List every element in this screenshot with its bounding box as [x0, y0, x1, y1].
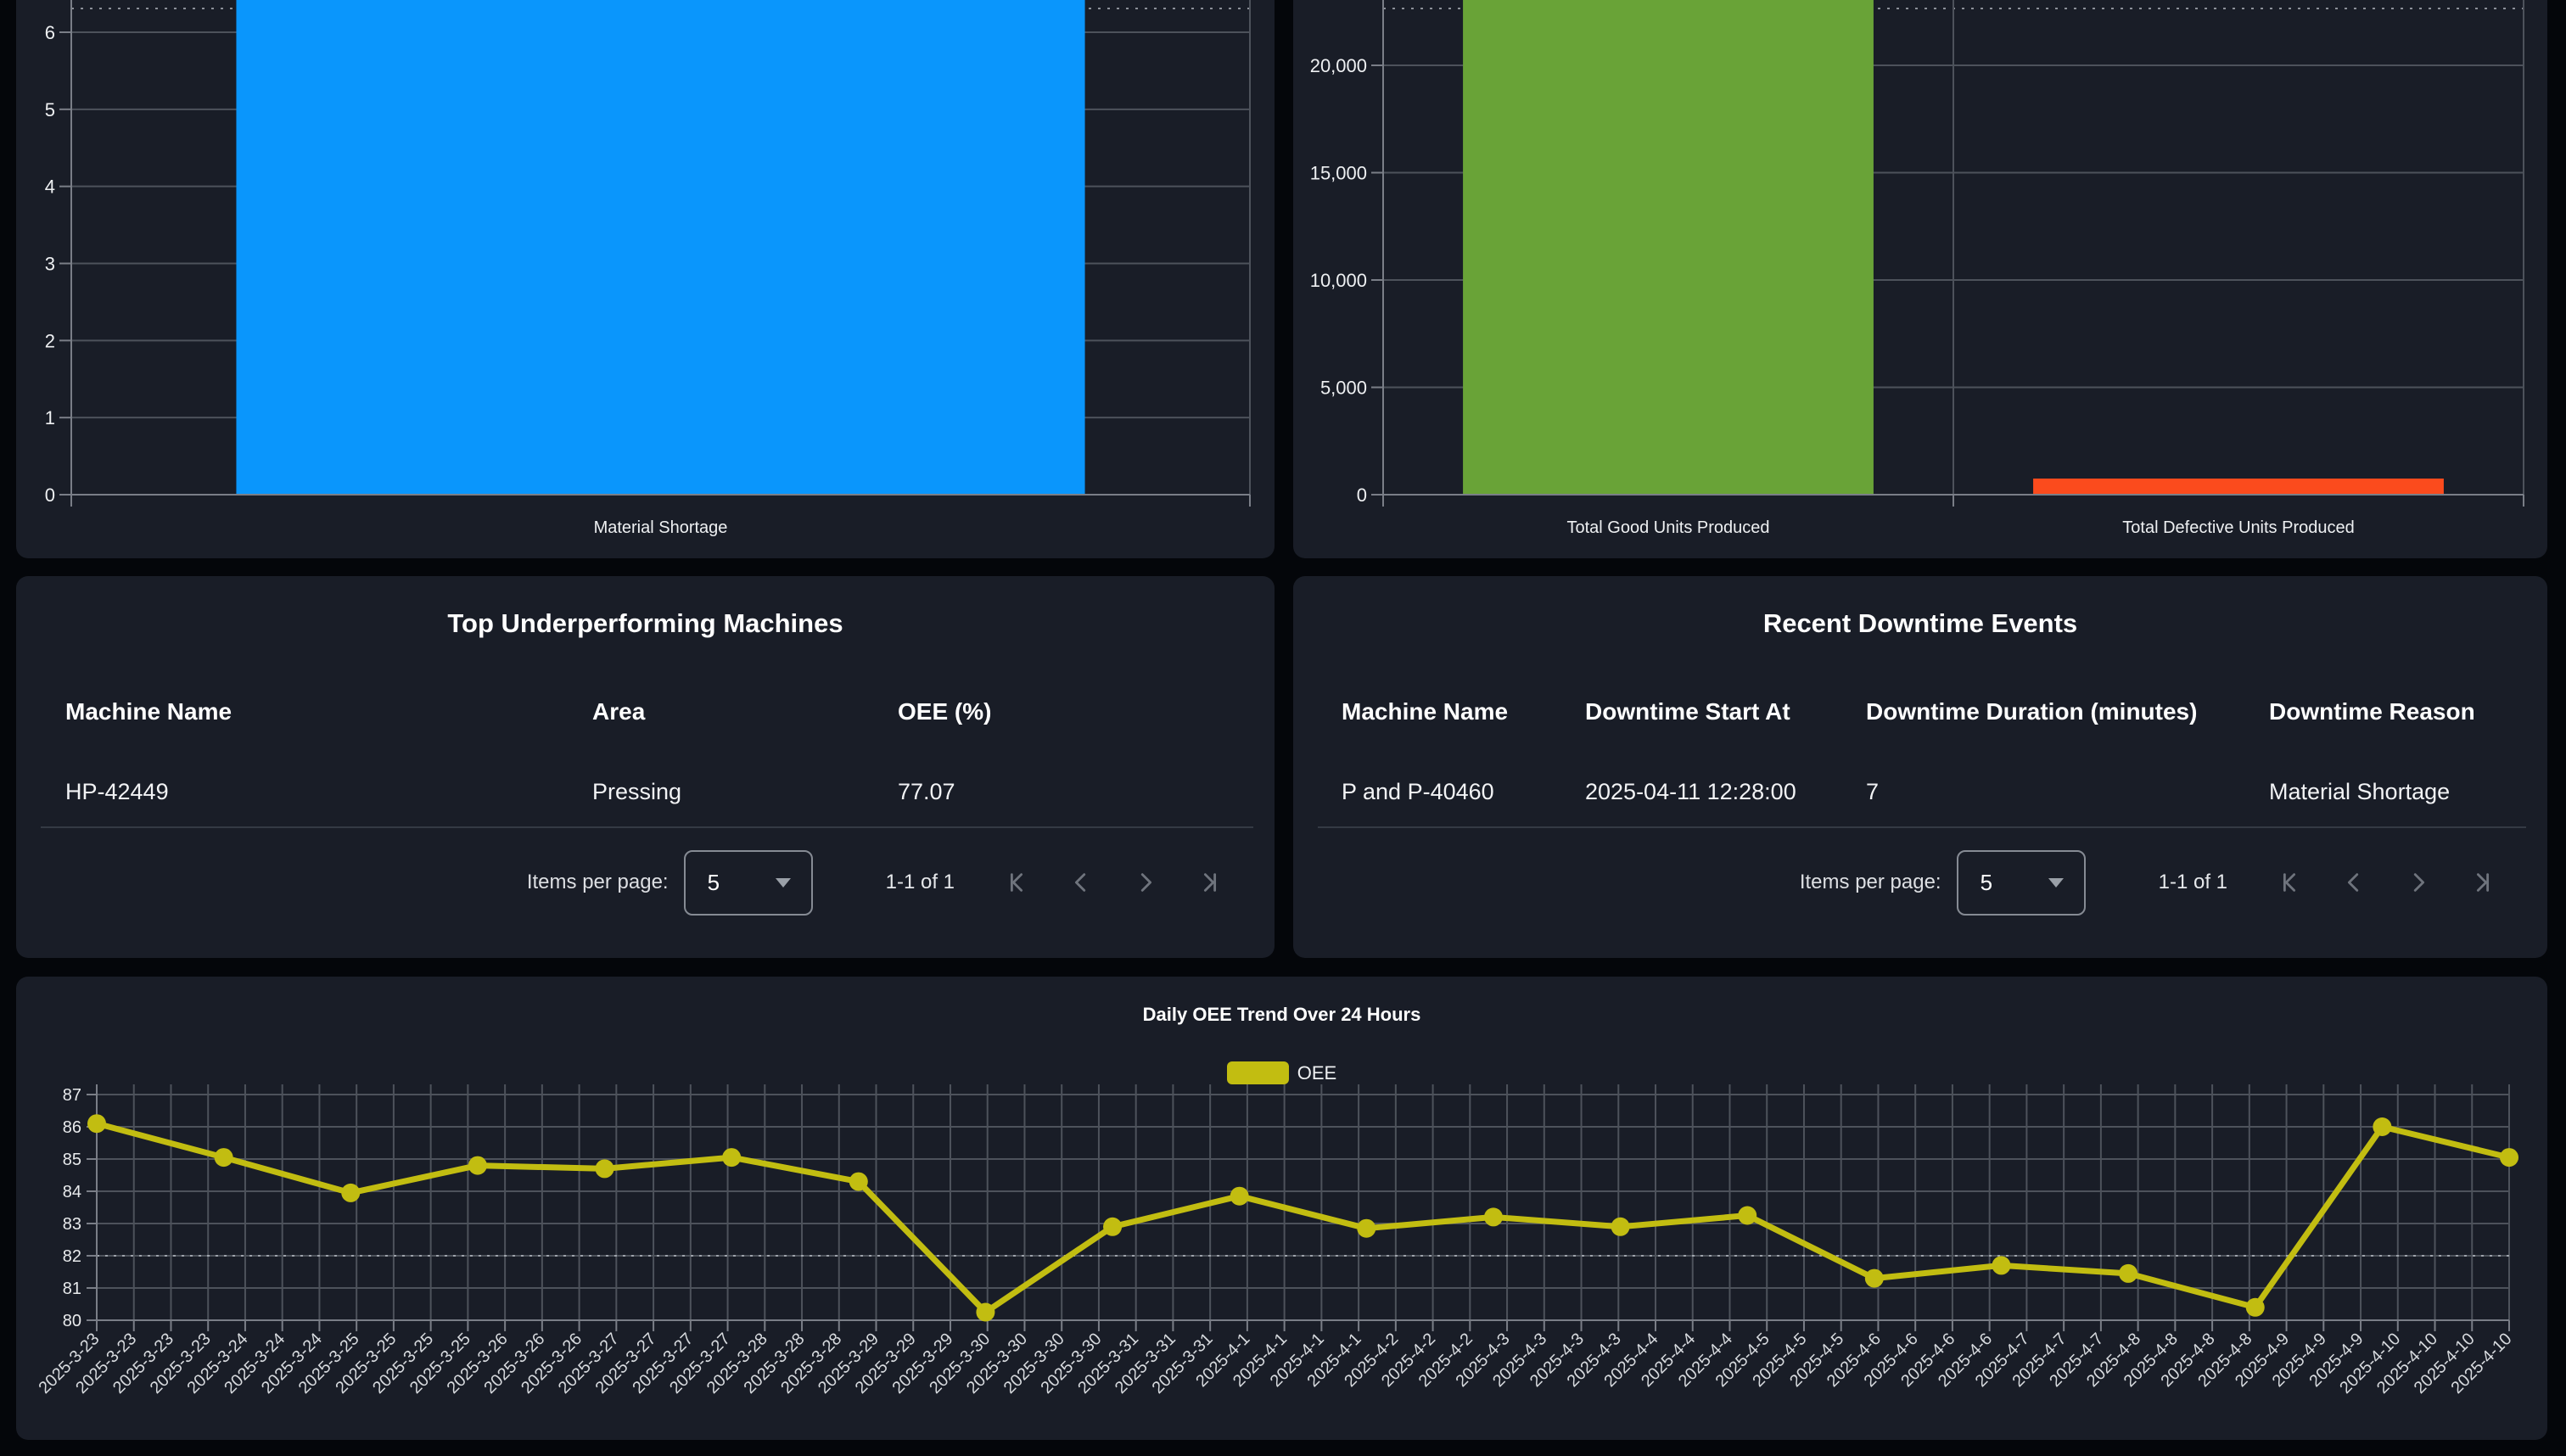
next-page-button[interactable]	[2406, 870, 2431, 895]
oee-trend-panel: Daily OEE Trend Over 24 Hours OEE 2025-3…	[16, 977, 2547, 1440]
svg-text:85: 85	[63, 1151, 81, 1169]
legend-label: OEE	[1297, 1061, 1337, 1084]
cell-downtime-reason: Material Shortage	[2269, 779, 2451, 804]
last-page-icon	[1203, 873, 1217, 892]
production-units-bar-chart: 0 5,000 10,000 15,000 20,000 Total Good Units…	[1310, 0, 2524, 537]
svg-text:87: 87	[63, 1086, 81, 1105]
svg-text:2: 2	[45, 330, 55, 351]
column-header-machine-name: Machine Name	[1342, 698, 1509, 725]
next-page-icon	[2413, 873, 2425, 892]
first-page-icon	[2283, 873, 2296, 892]
svg-text:5: 5	[45, 99, 55, 120]
table-divider	[41, 826, 1253, 828]
items-per-page-label: Items per page:	[526, 871, 669, 893]
svg-text:82: 82	[63, 1247, 81, 1266]
svg-text:Total Good Units Produced: Total Good Units Produced	[1566, 518, 1769, 537]
chevron-down-icon	[2048, 877, 2064, 888]
legend-swatch	[1226, 1061, 1289, 1084]
table-divider	[1318, 826, 2526, 828]
paginator: Items per page: 5 1-1 of 1	[1800, 849, 2496, 916]
first-page-button[interactable]	[2277, 870, 2302, 895]
first-page-icon	[1010, 873, 1023, 892]
svg-text:Total Defective Units Produced: Total Defective Units Produced	[2122, 518, 2354, 537]
svg-text:3: 3	[45, 254, 55, 275]
page-range-label: 1-1 of 1	[885, 871, 955, 893]
column-header-downtime-start: Downtime Start At	[1585, 698, 1790, 725]
underperforming-machines-panel: Top Underperforming Machines Machine Nam…	[16, 576, 1275, 958]
previous-page-icon	[2347, 873, 2359, 892]
column-header-oee: OEE (%)	[898, 698, 992, 725]
svg-text:Material Shortage: Material Shortage	[594, 518, 728, 537]
downtime-events-panel: Recent Downtime Events Machine Name Down…	[1293, 576, 2547, 958]
cell-machine-name: HP-42449	[65, 779, 169, 804]
previous-page-icon	[1074, 873, 1086, 892]
last-page-button[interactable]	[2470, 870, 2496, 895]
next-page-button[interactable]	[1133, 870, 1158, 895]
svg-text:0: 0	[1357, 484, 1367, 506]
downtime-reason-bar-chart: 0 1 2 3 4 5 6 Material Shortage	[45, 0, 1251, 537]
last-page-button[interactable]	[1197, 870, 1223, 895]
svg-text:0: 0	[45, 484, 55, 506]
svg-text:80: 80	[63, 1312, 81, 1330]
paginator: Items per page: 5 1-1 of 1	[527, 849, 1223, 916]
svg-text:1: 1	[45, 407, 55, 428]
oee-trend-legend: OEE	[16, 1061, 2547, 1084]
downtime-reason-chart-panel: 0 1 2 3 4 5 6 Material Shortage	[16, 0, 1275, 558]
column-header-downtime-duration: Downtime Duration (minutes)	[1866, 698, 2198, 725]
svg-text:81: 81	[63, 1280, 81, 1298]
oee-trend-title: Daily OEE Trend Over 24 Hours	[1142, 1004, 1421, 1025]
page-range-label: 1-1 of 1	[2158, 871, 2227, 893]
underperforming-machines-title: Top Underperforming Machines	[447, 608, 843, 638]
svg-text:4: 4	[45, 176, 55, 198]
svg-text:86: 86	[63, 1118, 81, 1137]
svg-text:20,000: 20,000	[1310, 55, 1367, 76]
svg-text:5,000: 5,000	[1320, 378, 1367, 399]
first-page-button[interactable]	[1004, 870, 1029, 895]
oee-trend-line-chart: 2025-3-232025-3-232025-3-232025-3-232025…	[35, 1084, 2518, 1397]
cell-downtime-start: 2025-04-11 12:28:00	[1585, 779, 1796, 804]
svg-text:15,000: 15,000	[1310, 163, 1367, 184]
column-header-downtime-reason: Downtime Reason	[2269, 698, 2475, 725]
page-nav-buttons	[2277, 870, 2496, 895]
column-header-machine-name: Machine Name	[65, 698, 233, 725]
chevron-down-icon	[775, 877, 791, 888]
svg-text:6: 6	[45, 22, 55, 43]
svg-text:10,000: 10,000	[1310, 270, 1367, 291]
items-per-page-value: 5	[707, 869, 720, 895]
last-page-icon	[2476, 873, 2490, 892]
cell-area: Pressing	[592, 779, 682, 804]
production-units-chart-panel: 0 5,000 10,000 15,000 20,000 Total Good Units…	[1293, 0, 2547, 558]
cell-oee: 77.07	[898, 779, 955, 804]
previous-page-button[interactable]	[2341, 870, 2367, 895]
cell-downtime-duration: 7	[1866, 779, 1880, 804]
page-nav-buttons	[1004, 870, 1223, 895]
items-per-page-select[interactable]: 5	[1956, 849, 2086, 916]
next-page-icon	[1140, 873, 1152, 892]
items-per-page-select[interactable]: 5	[683, 849, 813, 916]
previous-page-button[interactable]	[1068, 870, 1094, 895]
downtime-events-title: Recent Downtime Events	[1762, 608, 2078, 638]
column-header-area: Area	[592, 698, 646, 725]
items-per-page-label: Items per page:	[1799, 871, 1941, 893]
svg-text:83: 83	[63, 1215, 81, 1234]
cell-machine-name: P and P-40460	[1342, 779, 1494, 804]
svg-text:84: 84	[63, 1183, 81, 1201]
items-per-page-value: 5	[1980, 869, 1993, 895]
